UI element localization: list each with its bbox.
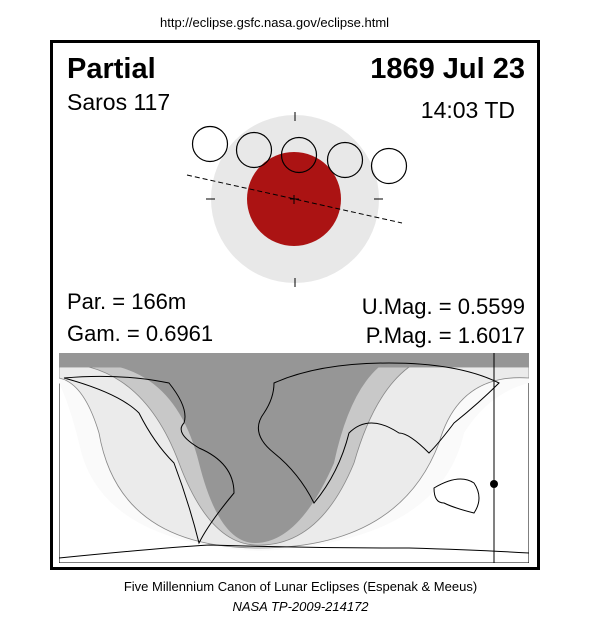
- footer-canon: Five Millennium Canon of Lunar Eclipses …: [123, 579, 478, 594]
- footer-publication: NASA TP-2009-214172: [232, 599, 369, 614]
- moon-position-u4: [326, 141, 364, 179]
- moon-position-p1: [191, 125, 229, 163]
- saros-number: Saros 117: [67, 89, 171, 115]
- umbral-magnitude: U.Mag. = 0.5599: [361, 294, 525, 319]
- eclipse-date: 1869 Jul 23: [370, 53, 525, 85]
- moon-path-line: [186, 174, 403, 224]
- eclipse-panel: Partial 1869 Jul 23 Saros 117 14:03 TD P…: [50, 40, 540, 570]
- map-coastline-americas: [63, 375, 235, 545]
- moon-position-max: [280, 136, 318, 174]
- greatest-eclipse-point: [490, 480, 498, 488]
- moon-position-p4: [370, 147, 408, 185]
- partial-duration: Par. = 166m: [67, 289, 187, 314]
- source-url: http://eclipse.gsfc.nasa.gov/eclipse.htm…: [160, 15, 390, 30]
- map-zone-dark: [59, 353, 529, 543]
- moon-position-u1: [235, 131, 273, 169]
- penumbral-magnitude: P.Mag. = 1.6017: [365, 323, 525, 348]
- map-coastline-australia: [433, 478, 480, 514]
- eclipse-type: Partial: [67, 53, 156, 85]
- gamma: Gam. = 0.6961: [67, 321, 214, 346]
- eclipse-time: 14:03 TD: [420, 97, 515, 123]
- visibility-map: [59, 353, 529, 563]
- map-coastline-antarctica: [59, 544, 529, 559]
- map-coastline-africa-eurasia: [257, 362, 500, 504]
